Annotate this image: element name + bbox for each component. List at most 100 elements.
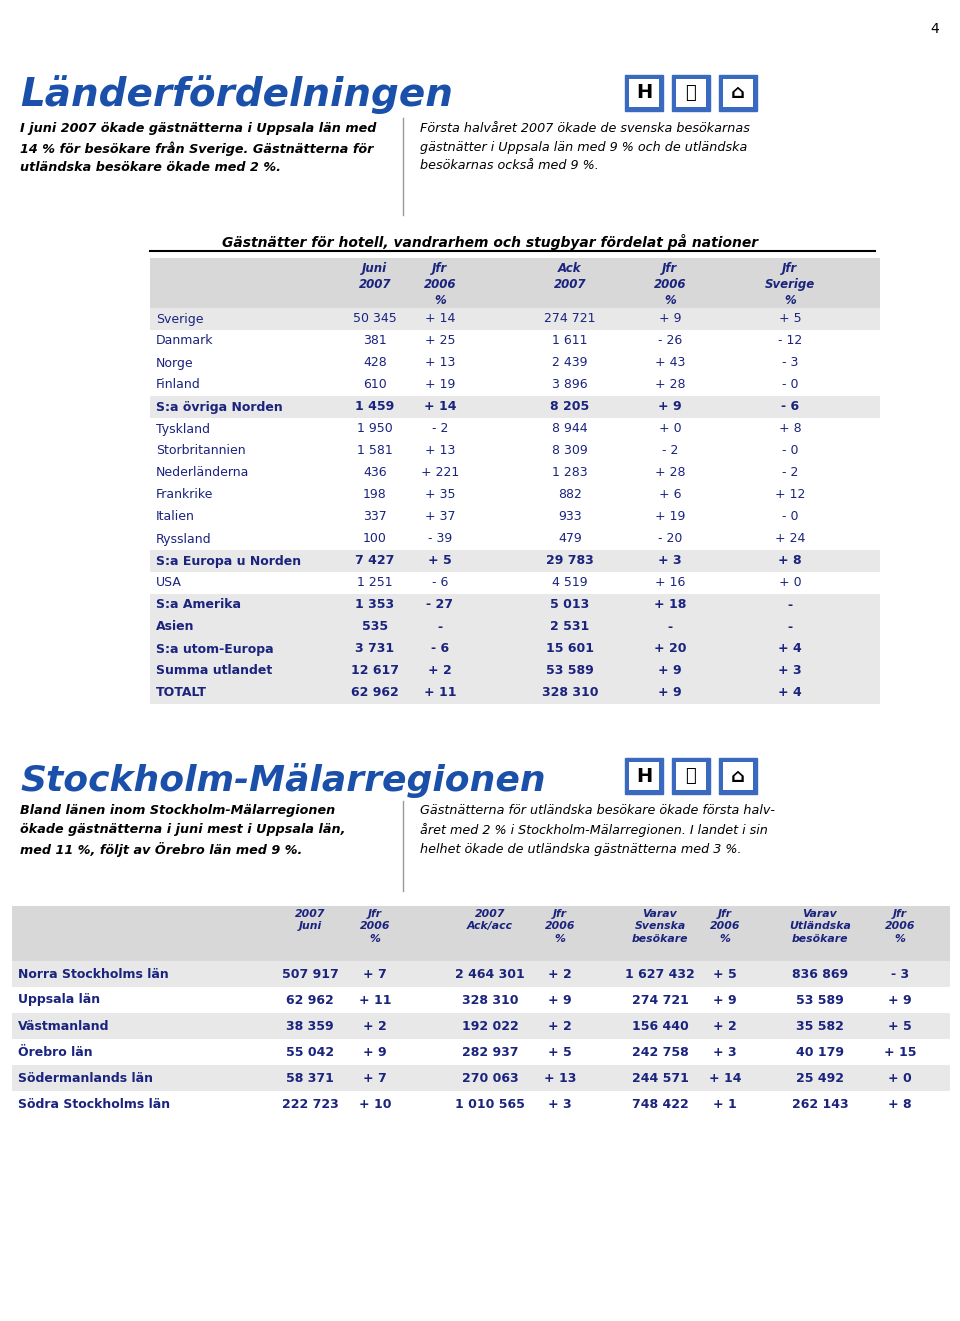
Text: Varav
Svenska
besökare: Varav Svenska besökare (632, 909, 688, 943)
Text: Nederländerna: Nederländerna (156, 466, 250, 480)
Bar (150, 330, 880, 351)
Text: Ack
2007: Ack 2007 (554, 262, 587, 291)
Bar (625, 758, 663, 794)
Text: 50 345: 50 345 (353, 313, 396, 325)
Text: ⛺: ⛺ (685, 85, 696, 102)
Text: - 3: - 3 (891, 967, 909, 980)
Text: - 0: - 0 (781, 444, 799, 457)
Text: + 12: + 12 (775, 489, 805, 502)
Bar (723, 79, 753, 107)
Text: Jfr
Sverige
%: Jfr Sverige % (765, 262, 815, 306)
Text: 15 601: 15 601 (546, 642, 594, 655)
Text: + 2: + 2 (363, 1020, 387, 1033)
Text: + 7: + 7 (363, 967, 387, 980)
Text: 933: 933 (558, 510, 582, 523)
Text: 100: 100 (363, 532, 387, 546)
Text: + 18: + 18 (654, 598, 686, 612)
Text: -: - (667, 621, 673, 634)
Text: Jfr
2006
%: Jfr 2006 % (654, 262, 686, 306)
Text: 282 937: 282 937 (462, 1045, 518, 1058)
Text: + 16: + 16 (655, 576, 685, 589)
Text: 1 251: 1 251 (357, 576, 393, 589)
Text: 29 783: 29 783 (546, 555, 594, 568)
Text: 198: 198 (363, 489, 387, 502)
Text: + 9: + 9 (713, 993, 737, 1007)
Text: 2 439: 2 439 (552, 357, 588, 370)
Text: 2007
Ack/acc: 2007 Ack/acc (467, 909, 513, 931)
Bar (625, 75, 663, 111)
Bar (150, 462, 880, 483)
Text: 156 440: 156 440 (632, 1020, 688, 1033)
Bar (12, 906, 950, 960)
Text: 882: 882 (558, 489, 582, 502)
Text: -: - (787, 621, 793, 634)
Text: + 2: + 2 (428, 664, 452, 678)
Text: + 13: + 13 (543, 1071, 576, 1085)
Text: + 3: + 3 (548, 1098, 572, 1111)
Text: + 9: + 9 (659, 313, 682, 325)
Text: Finland: Finland (156, 379, 201, 391)
Text: 3 896: 3 896 (552, 379, 588, 391)
Text: USA: USA (156, 576, 181, 589)
Text: + 15: + 15 (884, 1045, 916, 1058)
Text: + 19: + 19 (655, 510, 685, 523)
Text: 270 063: 270 063 (462, 1071, 518, 1085)
Text: Ryssland: Ryssland (156, 532, 211, 546)
Bar (150, 682, 880, 704)
Text: 2 464 301: 2 464 301 (455, 967, 525, 980)
Bar (150, 258, 880, 308)
Text: Jfr
2006
%: Jfr 2006 % (544, 909, 575, 943)
Text: + 9: + 9 (363, 1045, 387, 1058)
Text: Jfr
2006
%: Jfr 2006 % (360, 909, 391, 943)
Text: 7 427: 7 427 (355, 555, 395, 568)
Bar (150, 638, 880, 660)
Text: 2007
Juni: 2007 Juni (295, 909, 325, 931)
Text: 4 519: 4 519 (552, 576, 588, 589)
Text: Asien: Asien (156, 621, 195, 634)
Text: TOTALT: TOTALT (156, 687, 207, 700)
Text: H: H (636, 766, 652, 786)
Text: - 27: - 27 (426, 598, 453, 612)
Text: 262 143: 262 143 (792, 1098, 849, 1111)
Text: - 6: - 6 (780, 400, 799, 413)
Text: -: - (438, 621, 443, 634)
Text: 337: 337 (363, 510, 387, 523)
Text: ⌂: ⌂ (731, 83, 745, 103)
Text: - 39: - 39 (428, 532, 452, 546)
Text: + 4: + 4 (779, 642, 802, 655)
Text: 40 179: 40 179 (796, 1045, 844, 1058)
Text: S:a Europa u Norden: S:a Europa u Norden (156, 555, 301, 568)
Text: + 35: + 35 (424, 489, 455, 502)
Text: 1 627 432: 1 627 432 (625, 967, 695, 980)
Text: 1 950: 1 950 (357, 423, 393, 436)
Text: 4: 4 (930, 22, 940, 36)
Text: + 13: + 13 (425, 444, 455, 457)
Text: Bland länen inom Stockholm-Mälarregionen
ökade gästnätterna i juni mest i Uppsal: Bland länen inom Stockholm-Mälarregionen… (20, 804, 346, 857)
Bar (150, 483, 880, 506)
Text: 58 371: 58 371 (286, 1071, 334, 1085)
Text: Norra Stockholms län: Norra Stockholms län (18, 967, 169, 980)
Text: 381: 381 (363, 334, 387, 347)
Text: 1 581: 1 581 (357, 444, 393, 457)
Text: 535: 535 (362, 621, 388, 634)
Text: + 5: + 5 (888, 1020, 912, 1033)
Text: + 221: + 221 (420, 466, 459, 480)
Text: 38 359: 38 359 (286, 1020, 334, 1033)
Bar (150, 440, 880, 462)
Text: 12 617: 12 617 (351, 664, 399, 678)
Text: Gästnätterna för utländska besökare ökade första halv-
året med 2 % i Stockholm-: Gästnätterna för utländska besökare ökad… (420, 804, 775, 856)
Text: 328 310: 328 310 (462, 993, 518, 1007)
Bar (150, 396, 880, 417)
Text: 1 283: 1 283 (552, 466, 588, 480)
Text: - 12: - 12 (778, 334, 803, 347)
Text: + 14: + 14 (708, 1071, 741, 1085)
Text: 274 721: 274 721 (632, 993, 688, 1007)
Text: 274 721: 274 721 (544, 313, 596, 325)
Text: 8 205: 8 205 (550, 400, 589, 413)
Text: + 37: + 37 (424, 510, 455, 523)
Text: Storbritannien: Storbritannien (156, 444, 246, 457)
Bar (150, 374, 880, 396)
Bar (672, 758, 710, 794)
Text: 5 013: 5 013 (550, 598, 589, 612)
Text: + 24: + 24 (775, 532, 805, 546)
